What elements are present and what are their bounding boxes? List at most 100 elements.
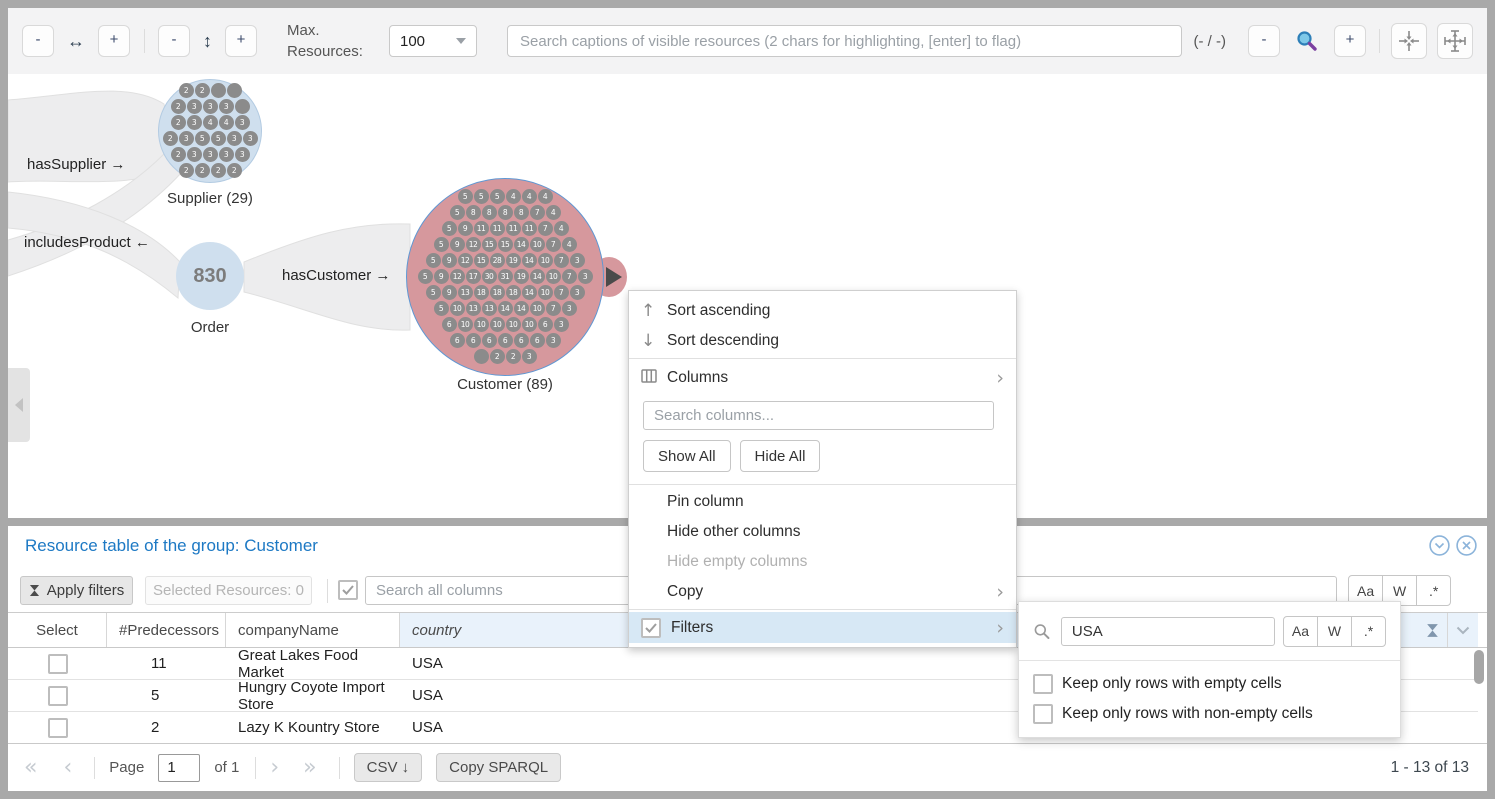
- resource-dot[interactable]: 12: [449, 269, 465, 284]
- resource-dot[interactable]: 7: [529, 205, 545, 220]
- resource-dot[interactable]: 4: [505, 189, 521, 204]
- resource-dot[interactable]: 14: [497, 301, 513, 316]
- collapse-panel-button[interactable]: [1429, 535, 1450, 556]
- resource-dot[interactable]: 11: [521, 221, 537, 236]
- resource-dot[interactable]: 4: [545, 205, 561, 220]
- hide-all-columns-button[interactable]: Hide All: [739, 440, 821, 472]
- keep-non-empty-cells-checkbox[interactable]: [1033, 704, 1053, 724]
- resource-dot[interactable]: 10: [521, 317, 537, 332]
- resource-dot[interactable]: 6: [513, 333, 529, 348]
- menu-item-columns[interactable]: Columns ›: [629, 361, 1016, 395]
- resource-dot[interactable]: 14: [513, 301, 529, 316]
- column-menu-button[interactable]: [1448, 613, 1478, 647]
- resource-dot[interactable]: 8: [481, 205, 497, 220]
- resource-dot[interactable]: 2: [178, 83, 194, 98]
- resource-dot[interactable]: 3: [202, 147, 218, 162]
- resource-dot[interactable]: 3: [186, 147, 202, 162]
- resource-dot[interactable]: 3: [186, 115, 202, 130]
- caption-search-input[interactable]: [507, 25, 1182, 57]
- resource-dot[interactable]: 3: [561, 301, 577, 316]
- filters-checkbox[interactable]: [641, 617, 661, 638]
- resource-dot[interactable]: 5: [425, 253, 441, 268]
- resource-dot[interactable]: 10: [537, 253, 553, 268]
- resource-dot[interactable]: 12: [465, 237, 481, 252]
- row-select-checkbox[interactable]: [47, 717, 68, 738]
- resource-dot[interactable]: 6: [441, 317, 457, 332]
- max-resources-select[interactable]: 100: [389, 25, 477, 57]
- expand-arrow-icon[interactable]: [606, 267, 622, 287]
- menu-item-sort-ascending[interactable]: ↑ Sort ascending: [629, 296, 1016, 326]
- resource-dot[interactable]: 2: [194, 163, 210, 178]
- zoom-in-button[interactable]: +: [1334, 25, 1366, 57]
- resource-dot[interactable]: 11: [489, 221, 505, 236]
- show-all-columns-button[interactable]: Show All: [643, 440, 731, 472]
- resource-dot[interactable]: 18: [505, 285, 521, 300]
- resource-dot[interactable]: 4: [553, 221, 569, 236]
- menu-item-filters[interactable]: Filters ›: [629, 612, 1016, 643]
- resource-dot[interactable]: 10: [529, 237, 545, 252]
- resource-dot[interactable]: 2: [178, 163, 194, 178]
- column-header-select[interactable]: Select: [8, 613, 107, 647]
- resource-dot[interactable]: 3: [234, 147, 250, 162]
- resource-dot[interactable]: 9: [433, 269, 449, 284]
- node-order[interactable]: 830: [176, 242, 244, 310]
- filter-whole-word-button[interactable]: W: [1317, 615, 1352, 647]
- close-panel-button[interactable]: [1456, 535, 1477, 556]
- resource-dot[interactable]: 6: [529, 333, 545, 348]
- resource-dot[interactable]: 5: [489, 189, 505, 204]
- resource-dot[interactable]: 10: [473, 317, 489, 332]
- resource-dot[interactable]: 6: [497, 333, 513, 348]
- zoom-v-out-button[interactable]: -: [158, 25, 190, 57]
- csv-download-button[interactable]: CSV ↓: [353, 753, 423, 782]
- resource-dot[interactable]: 10: [537, 285, 553, 300]
- prev-page-button[interactable]: ‹: [63, 755, 73, 780]
- resource-dot[interactable]: 5: [433, 301, 449, 316]
- resource-dot[interactable]: 10: [505, 317, 521, 332]
- resource-dot[interactable]: 10: [489, 317, 505, 332]
- resource-dot[interactable]: 10: [529, 301, 545, 316]
- resource-dot[interactable]: 3: [234, 115, 250, 130]
- resource-dot[interactable]: 3: [218, 147, 234, 162]
- resource-dot[interactable]: 18: [473, 285, 489, 300]
- resource-dot[interactable]: 2: [194, 83, 210, 98]
- first-page-button[interactable]: «: [24, 755, 38, 780]
- resource-dot[interactable]: 13: [465, 301, 481, 316]
- filter-regex-button[interactable]: .*: [1351, 615, 1386, 647]
- keep-empty-cells-checkbox[interactable]: [1033, 674, 1053, 694]
- resource-dot[interactable]: 2: [210, 163, 226, 178]
- resource-dot[interactable]: 5: [194, 131, 210, 146]
- resource-dot[interactable]: 8: [513, 205, 529, 220]
- fit-to-screen-button[interactable]: [1437, 23, 1473, 59]
- zoom-h-in-button[interactable]: +: [98, 25, 130, 57]
- resource-dot[interactable]: 15: [473, 253, 489, 268]
- resource-dot[interactable]: 5: [425, 285, 441, 300]
- resource-dot[interactable]: 5: [210, 131, 226, 146]
- resource-dot[interactable]: 11: [473, 221, 489, 236]
- resource-dot[interactable]: 4: [561, 237, 577, 252]
- row-select-checkbox[interactable]: [47, 653, 68, 674]
- resource-dot[interactable]: 9: [457, 221, 473, 236]
- zoom-h-out-button[interactable]: -: [22, 25, 54, 57]
- resource-dot[interactable]: 6: [481, 333, 497, 348]
- resource-dot[interactable]: 6: [537, 317, 553, 332]
- resource-dot[interactable]: 5: [457, 189, 473, 204]
- node-customer[interactable]: 5 5 5 4 4 4 5 8 8 8 8 7 4 5 9 11 11 11 11 7 4 5 9 12 15 15 14 10 7 4 5…: [406, 178, 604, 376]
- resource-dot[interactable]: 14: [521, 253, 537, 268]
- filter-match-case-button[interactable]: Aa: [1282, 615, 1318, 647]
- resource-dot[interactable]: 9: [441, 285, 457, 300]
- last-page-button[interactable]: »: [303, 755, 317, 780]
- resource-dot[interactable]: 7: [545, 301, 561, 316]
- resource-dot[interactable]: 10: [545, 269, 561, 284]
- filter-value-input[interactable]: [1060, 616, 1275, 646]
- resource-dot[interactable]: 5: [441, 221, 457, 236]
- zoom-out-button[interactable]: -: [1248, 25, 1280, 57]
- copy-sparql-button[interactable]: Copy SPARQL: [436, 753, 562, 782]
- resource-dot[interactable]: 2: [170, 99, 186, 114]
- menu-item-sort-descending[interactable]: ↓ Sort descending: [629, 326, 1016, 356]
- resource-dot[interactable]: 3: [569, 253, 585, 268]
- resource-dot[interactable]: 31: [497, 269, 513, 284]
- center-graph-button[interactable]: [1391, 23, 1427, 59]
- resource-dot[interactable]: 7: [545, 237, 561, 252]
- apply-filters-button[interactable]: Apply filters: [20, 576, 133, 605]
